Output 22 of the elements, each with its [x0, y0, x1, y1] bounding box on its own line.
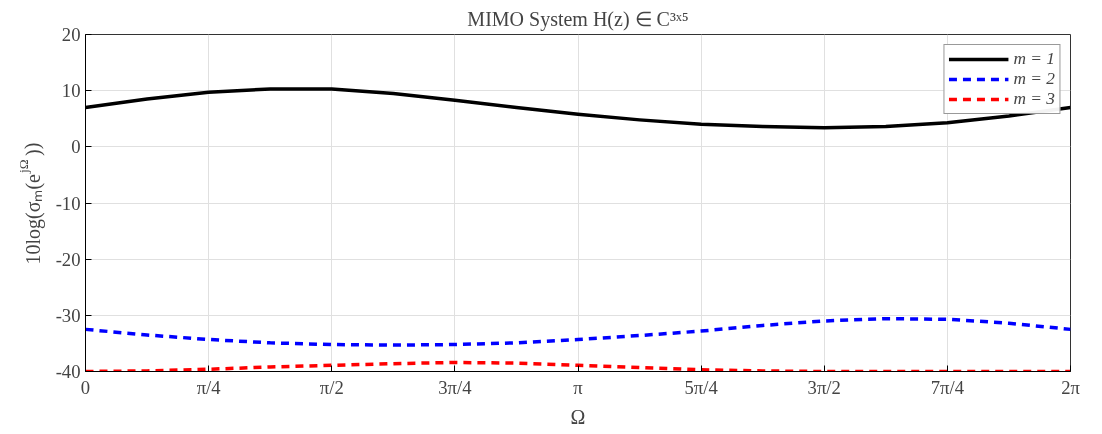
y-tick-label: -20 — [55, 248, 81, 270]
legend-label: m = 2 — [1013, 69, 1055, 89]
chart-title: MIMO System H(z) ∈ C³ˣ⁵ — [467, 7, 689, 31]
x-tick-label: π/4 — [196, 376, 222, 398]
y-tick-label: 20 — [61, 24, 81, 45]
x-tick-label: π — [573, 376, 584, 398]
line-series — [85, 316, 1071, 347]
y-tick-label: -10 — [55, 192, 81, 214]
x-tick-label: π/2 — [319, 376, 344, 398]
y-tick-label: 0 — [71, 136, 81, 158]
legend-label: m = 1 — [1013, 49, 1055, 69]
x-tick-label: 5π/4 — [684, 376, 719, 398]
y-axis-title: 10log(σₘ(ejΩ)) — [16, 142, 45, 265]
y-tick-label: -40 — [55, 361, 81, 382]
x-tick-label: 2π — [1061, 376, 1081, 398]
x-tick-label: 3π/2 — [807, 376, 841, 398]
x-tick-label: 7π/4 — [930, 376, 965, 398]
y-tick-label: 10 — [61, 80, 81, 102]
x-tick-label: 3π/4 — [438, 376, 473, 398]
x-axis-title: Ω — [570, 405, 586, 428]
y-tick-label: -30 — [55, 304, 81, 326]
legend-label: m = 3 — [1013, 89, 1055, 109]
